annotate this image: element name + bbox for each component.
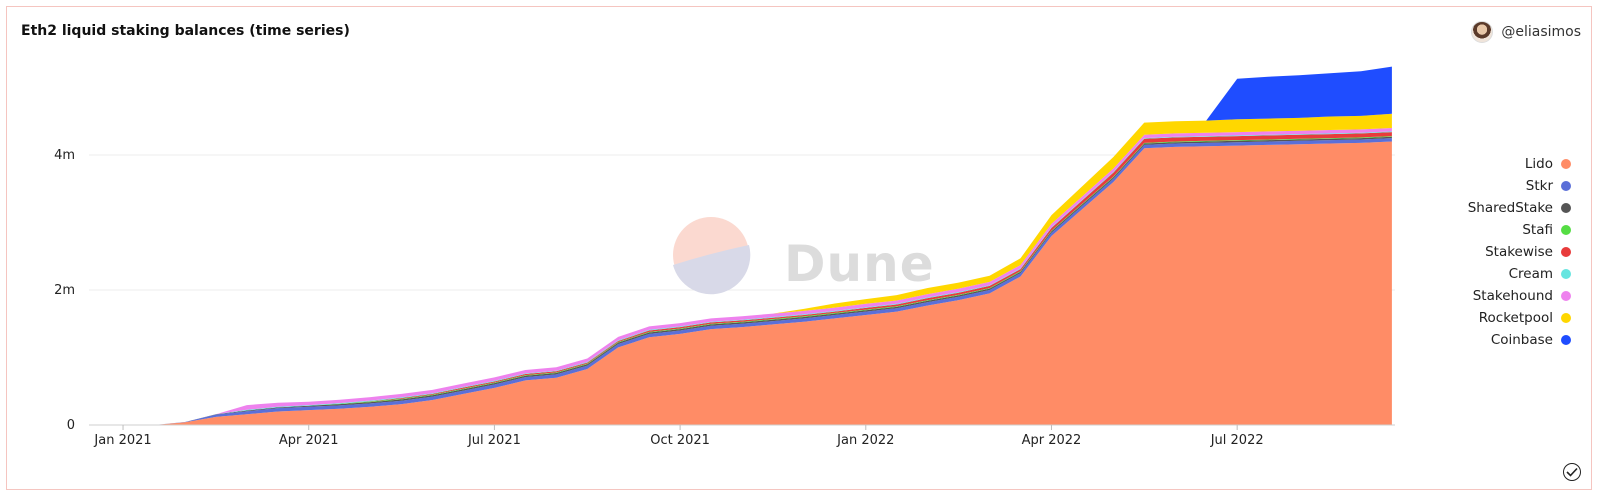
- legend-label: Coinbase: [1490, 332, 1553, 348]
- legend-item-coinbase[interactable]: Coinbase: [1468, 329, 1571, 351]
- legend-dot-icon: [1561, 225, 1571, 235]
- legend-item-stakewise[interactable]: Stakewise: [1468, 241, 1571, 263]
- x-tick-label: Jul 2022: [1210, 433, 1264, 448]
- author-link[interactable]: @eliasimos: [1471, 21, 1581, 43]
- y-tick-label: 4m: [54, 148, 75, 163]
- legend-item-lido[interactable]: Lido: [1468, 153, 1571, 175]
- x-tick-label: Jan 2022: [836, 433, 894, 448]
- x-tick-label: Apr 2022: [1022, 433, 1082, 448]
- legend-label: SharedStake: [1467, 200, 1553, 216]
- dune-logo-icon: [673, 217, 751, 295]
- legend-item-stkr[interactable]: Stkr: [1468, 175, 1571, 197]
- chart-title: Eth2 liquid staking balances (time serie…: [21, 23, 350, 39]
- legend-label: Stakewise: [1485, 244, 1553, 260]
- legend-dot-icon: [1561, 335, 1571, 345]
- chart-legend: Lido Stkr SharedStake Stafi Stakewise Cream St…: [1468, 153, 1571, 351]
- watermark-circle-bottom: [673, 245, 751, 295]
- x-tick-label: Apr 2021: [279, 433, 339, 448]
- legend-item-sharedstake[interactable]: SharedStake: [1468, 197, 1571, 219]
- verified-check-button[interactable]: [1563, 463, 1581, 481]
- watermark-text: Dune: [784, 235, 935, 293]
- legend-item-stafi[interactable]: Stafi: [1468, 219, 1571, 241]
- y-tick-label: 0: [67, 418, 75, 433]
- legend-label: Cream: [1508, 266, 1553, 282]
- legend-label: Stakehound: [1472, 288, 1553, 304]
- x-tick-label: Jul 2021: [467, 433, 521, 448]
- area-series-group: [123, 66, 1392, 426]
- chart-card: Eth2 liquid staking balances (time serie…: [6, 6, 1592, 490]
- author-name: @eliasimos: [1501, 24, 1581, 40]
- area-coinbase[interactable]: [123, 66, 1392, 425]
- legend-dot-icon: [1561, 203, 1571, 213]
- legend-item-stakehound[interactable]: Stakehound: [1468, 285, 1571, 307]
- checkmark-icon: [1566, 467, 1578, 477]
- y-axis-ticks: 0 2m 4m: [54, 148, 75, 433]
- legend-label: Stafi: [1522, 222, 1553, 238]
- x-tick-label: Oct 2021: [650, 433, 710, 448]
- y-tick-label: 2m: [54, 283, 75, 298]
- legend-item-cream[interactable]: Cream: [1468, 263, 1571, 285]
- legend-dot-icon: [1561, 269, 1571, 279]
- legend-label: Stkr: [1525, 178, 1553, 194]
- x-axis-ticks: Jan 2021 Apr 2021 Jul 2021 Oct 2021 Jan 2022…: [93, 425, 1264, 448]
- legend-dot-icon: [1561, 181, 1571, 191]
- legend-dot-icon: [1561, 291, 1571, 301]
- area-lido[interactable]: [123, 141, 1392, 426]
- avatar: [1471, 21, 1494, 43]
- legend-dot-icon: [1561, 247, 1571, 257]
- legend-dot-icon: [1561, 159, 1571, 169]
- legend-item-rocketpool[interactable]: Rocketpool: [1468, 307, 1571, 329]
- legend-dot-icon: [1561, 313, 1571, 323]
- legend-label: Lido: [1524, 156, 1553, 172]
- x-tick-label: Jan 2021: [93, 433, 151, 448]
- legend-label: Rocketpool: [1478, 310, 1553, 326]
